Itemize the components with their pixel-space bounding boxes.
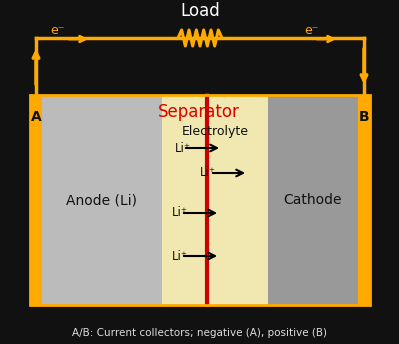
Bar bbox=[42, 95, 162, 305]
Bar bbox=[30, 95, 42, 305]
Text: Cathode: Cathode bbox=[284, 193, 342, 207]
Text: Li⁺: Li⁺ bbox=[172, 249, 188, 262]
Text: Load: Load bbox=[180, 2, 220, 20]
Bar bbox=[358, 95, 370, 305]
Text: A/B: Current collectors; negative (A), positive (B): A/B: Current collectors; negative (A), p… bbox=[71, 328, 326, 338]
Text: e⁻: e⁻ bbox=[50, 24, 64, 37]
Bar bbox=[162, 95, 268, 305]
Text: A: A bbox=[31, 110, 41, 124]
Text: e⁻: e⁻ bbox=[304, 24, 318, 37]
Text: Li⁺: Li⁺ bbox=[175, 141, 191, 154]
Text: Li⁺: Li⁺ bbox=[172, 206, 188, 219]
Bar bbox=[30, 95, 370, 305]
Text: B: B bbox=[359, 110, 369, 124]
Text: Li⁺: Li⁺ bbox=[200, 166, 216, 180]
Text: Anode (Li): Anode (Li) bbox=[67, 193, 138, 207]
Text: Separator: Separator bbox=[158, 103, 240, 121]
Bar bbox=[268, 95, 358, 305]
Text: Electrolyte: Electrolyte bbox=[182, 125, 249, 138]
